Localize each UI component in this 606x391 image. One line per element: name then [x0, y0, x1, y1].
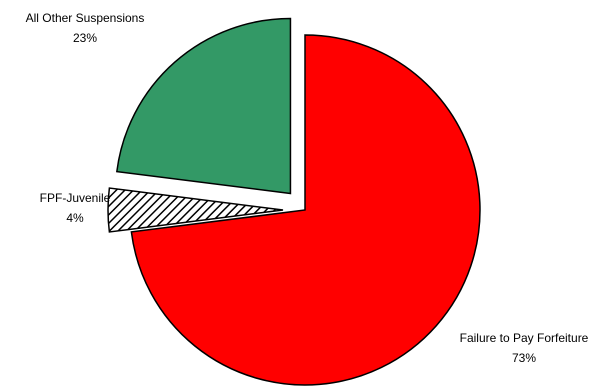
slice-value-fpf-juvenile: 4%	[66, 211, 84, 225]
pie-slice-all-other-suspensions	[115, 17, 292, 195]
slice-label-fpf-juvenile: FPF-Juvenile	[40, 191, 111, 205]
pie-slice-failure-to-pay-forfeiture	[130, 34, 481, 386]
slice-label-all-other-suspensions: All Other Suspensions	[26, 11, 145, 25]
slice-value-all-other-suspensions: 23%	[73, 31, 97, 45]
labels-layer: Failure to Pay Forfeiture 73% FPF-Juveni…	[26, 11, 589, 365]
pie-slice-fpf-juvenile	[107, 187, 284, 233]
slices-layer	[107, 17, 481, 386]
slice-label-failure-to-pay-forfeiture: Failure to Pay Forfeiture	[460, 331, 589, 345]
slice-value-failure-to-pay-forfeiture: 73%	[512, 351, 536, 365]
